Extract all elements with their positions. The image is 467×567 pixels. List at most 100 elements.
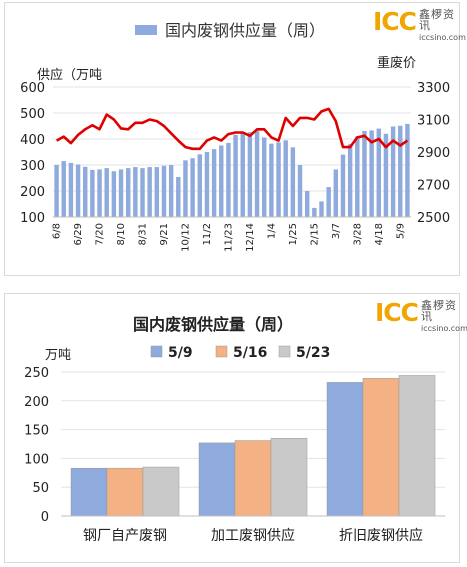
logo-cn: 鑫椤资讯: [421, 299, 457, 323]
category-bar: [70, 467, 108, 517]
icc-logo: ICC 鑫椤资讯 iccsino.com: [373, 9, 466, 42]
category-bar: [398, 375, 436, 517]
x-tick-label: 9/21: [159, 223, 170, 245]
icc-logo: ICC 鑫椤资讯 iccsino.com: [375, 300, 467, 333]
supply-bar: [297, 165, 303, 217]
logo-url: iccsino.com: [421, 324, 467, 333]
supply-bar: [183, 160, 188, 217]
category-label: 钢厂自产废钢: [83, 528, 167, 544]
supply-bar: [204, 152, 210, 217]
y2-tick-label: 3300: [417, 81, 450, 96]
supply-bar: [83, 166, 88, 217]
x-tick-label: 11/2: [202, 223, 213, 245]
logo-url: iccsino.com: [419, 33, 466, 42]
y-tick-label: 200: [24, 395, 49, 410]
supply-bar: [90, 169, 95, 217]
x-tick-label: 8/31: [138, 223, 149, 245]
supply-bar: [376, 128, 381, 217]
supply-bar: [54, 165, 59, 217]
supply-bar: [355, 136, 360, 217]
supply-bar: [405, 123, 410, 217]
x-tick-label: 8/10: [116, 223, 127, 245]
x-tick-label: 1/4: [266, 223, 277, 239]
supply-bar: [147, 167, 152, 217]
supply-bar: [283, 140, 288, 217]
x-tick-label: 1/25: [288, 223, 299, 245]
category-bar: [106, 467, 144, 517]
supply-bar: [247, 132, 253, 217]
category-bar: [362, 378, 400, 517]
supply-bar: [254, 130, 260, 217]
supply-bar: [269, 143, 274, 217]
supply-bar: [290, 147, 296, 217]
y2-tick-label: 2500: [417, 211, 450, 226]
supply-bar: [347, 144, 353, 217]
supply-bar: [97, 169, 102, 217]
supply-bar: [390, 126, 396, 217]
supply-bar: [211, 149, 217, 217]
x-tick-label: 3/28: [352, 223, 363, 245]
supply-bar: [262, 137, 267, 217]
supply-bar: [233, 134, 238, 217]
y-tick-label: 0: [41, 510, 49, 525]
x-tick-label: 4/18: [374, 223, 385, 245]
supply-bar: [133, 167, 138, 217]
supply-bar: [398, 125, 403, 217]
x-tick-label: 5/9: [395, 223, 406, 239]
supply-bar: [312, 207, 317, 217]
supply-bar: [104, 168, 109, 217]
category-chart-panel: 0 50 100 150 200 250 钢厂自产废钢 加工废钢供应 折旧废钢供应 5/9 5/…: [4, 293, 467, 563]
supply-bar: [319, 201, 324, 217]
supply-bar: [190, 158, 195, 217]
y-axis-label: 万吨: [45, 348, 71, 363]
legend-swatch: [150, 345, 163, 358]
category-bar: [142, 466, 180, 517]
supply-bar: [154, 167, 160, 217]
x-tick-label: 7/20: [95, 223, 106, 245]
supply-bar: [176, 176, 181, 217]
y-tick-label: 100: [24, 452, 49, 467]
x-tick-label: 3/7: [331, 223, 342, 239]
y-tick-label: 500: [20, 107, 45, 122]
legend-swatch: [278, 345, 291, 358]
supply-bar: [304, 191, 310, 217]
y-tick-label: 300: [20, 159, 45, 174]
supply-bar: [125, 168, 131, 217]
y-tick-label: 100: [20, 211, 45, 226]
supply-bar: [75, 164, 81, 217]
supply-bar: [340, 154, 346, 217]
supply-bar: [219, 145, 224, 217]
y2-axis-label: 重废价: [377, 55, 416, 71]
legend-swatch: [215, 345, 228, 358]
supply-bar: [333, 169, 339, 217]
supply-bar: [61, 161, 66, 217]
x-tick-label: 6/29: [73, 223, 84, 245]
y2-tick-label: 2700: [417, 179, 450, 194]
y-tick-label: 50: [32, 481, 49, 496]
legend-label: 5/9: [168, 345, 193, 361]
category-bar: [234, 440, 272, 517]
y2-tick-label: 3100: [417, 114, 450, 129]
x-tick-label: 11/23: [223, 223, 234, 252]
x-tick-label: 10/12: [180, 223, 191, 252]
supply-bar: [168, 165, 174, 217]
category-bar: [326, 382, 364, 517]
chart-title: 国内废钢供应量（周）: [133, 315, 293, 334]
supply-bar: [226, 142, 231, 217]
category-label: 折旧废钢供应: [339, 527, 423, 544]
y-tick-label: 600: [20, 81, 45, 96]
legend-label: 5/23: [296, 345, 330, 361]
supply-bar: [276, 142, 281, 217]
supply-bar: [68, 162, 74, 217]
legend-swatch-supply: [135, 25, 157, 35]
y2-tick-label: 2900: [417, 146, 450, 161]
x-tick-label: 2/15: [309, 223, 320, 245]
supply-bar: [240, 131, 245, 217]
y-tick-label: 250: [24, 366, 49, 381]
supply-bar: [362, 130, 367, 217]
supply-bar: [111, 171, 117, 217]
x-tick-label: 6/8: [52, 223, 63, 239]
supply-bar: [326, 187, 331, 217]
category-label: 加工废钢供应: [211, 527, 295, 544]
